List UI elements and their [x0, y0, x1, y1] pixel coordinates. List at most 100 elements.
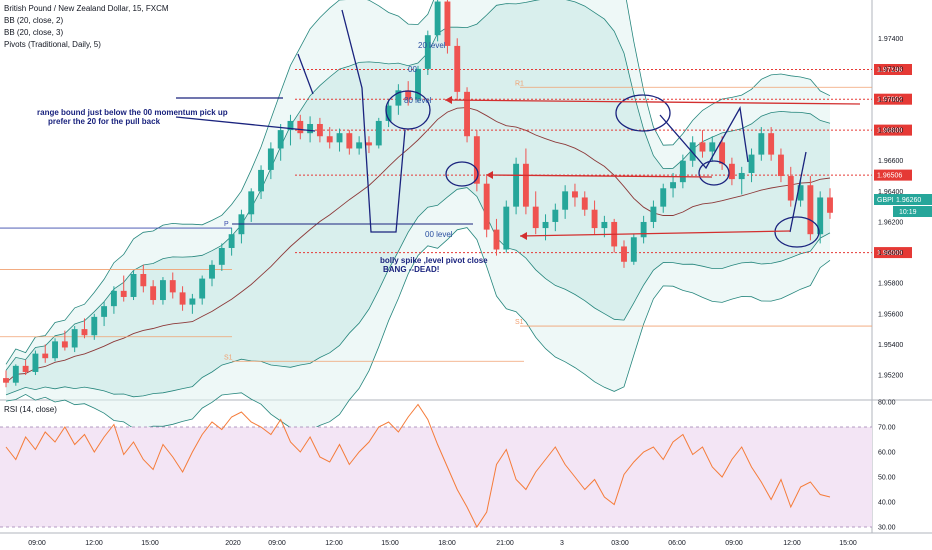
candle-body	[218, 247, 225, 265]
arrow	[341, 9, 406, 233]
annotation-80-level: 80 level	[404, 96, 432, 105]
last-price: 1.96260	[896, 197, 921, 204]
candle-body	[591, 209, 598, 229]
candle-body	[483, 183, 490, 230]
red-arrow-head	[520, 232, 527, 240]
candle-body	[630, 237, 637, 262]
candle-body	[679, 160, 686, 183]
candle-body	[454, 45, 461, 92]
annotation-00-level: 00 level	[425, 230, 453, 239]
candle-body	[444, 1, 451, 46]
candle-body	[22, 365, 29, 372]
candle-body	[778, 154, 784, 177]
candle-body	[670, 182, 676, 189]
axes: 1.97400 1.97200 1.97000 1.96800 1.96600 1.964…	[28, 36, 903, 547]
bb3-upper	[5, 0, 831, 365]
candle-body	[267, 148, 274, 170]
red-arrow-head	[445, 96, 452, 104]
candle-body	[277, 130, 284, 149]
candle-body	[71, 329, 78, 348]
annotation-bolly-spike: bolly spike ,level pivot close	[380, 256, 488, 265]
candle-body	[424, 35, 431, 69]
annotation-20-level: 20 level	[418, 41, 446, 50]
time-tick-7: 18:00	[438, 540, 456, 547]
candle-body	[581, 197, 588, 210]
candle-body	[140, 274, 147, 287]
annotation-range-bound: range bound just below the 00 momentum p…	[37, 108, 228, 117]
price-tick-6: 1.96200	[878, 219, 903, 226]
candle-body	[366, 142, 372, 146]
candle-body	[552, 209, 559, 222]
candle-body	[316, 123, 323, 137]
time-tick-6: 15:00	[381, 540, 399, 547]
circle-marker	[445, 161, 479, 187]
candle-body	[91, 316, 98, 336]
red-arrow	[444, 99, 861, 105]
candle-body	[160, 280, 166, 301]
level-label-1: 1.97002	[877, 97, 902, 104]
symbol-title: British Pound / New Zealand Dollar, 15, …	[4, 4, 169, 13]
candle-body	[307, 123, 314, 134]
price-tick-0: 1.97400	[878, 36, 903, 43]
candle-body	[513, 163, 520, 207]
horizontal-levels: 1.97196 1.97002 1.96800 1.96506 1.96000	[295, 63, 912, 259]
candle-body	[179, 292, 186, 305]
indicator-bb-2: BB (20, close, 2)	[4, 16, 63, 25]
price-tick-4: 1.96600	[878, 158, 903, 165]
annotations: 20 level 00 80 level 00 level range boun…	[37, 41, 488, 274]
circle-marker	[385, 90, 431, 130]
time-tick-11: 06:00	[668, 540, 686, 547]
candle-body	[375, 120, 382, 146]
annotation-pull-back: prefer the 20 for the pull back	[48, 117, 161, 126]
candle-body	[719, 142, 726, 164]
circle-marker	[774, 216, 820, 248]
rsi-tick-3: 50.00	[878, 475, 896, 482]
candlestick-series	[3, 0, 833, 388]
candle-body	[728, 163, 735, 180]
price-tick-7: 1.96000	[878, 250, 903, 257]
price-tick-5: 1.96400	[878, 189, 903, 196]
candle-body	[297, 120, 304, 134]
candle-body	[827, 197, 833, 213]
candle-body	[532, 206, 539, 229]
time-tick-2: 15:00	[141, 540, 159, 547]
candle-body	[797, 185, 804, 201]
candle-body	[189, 298, 196, 305]
candle-body	[542, 221, 549, 229]
price-tick-2: 1.97000	[878, 97, 903, 104]
time-tick-4: 09:00	[268, 540, 286, 547]
candle-body	[572, 191, 578, 198]
rsi-title: RSI (14, close)	[4, 405, 57, 414]
pivot-levels: R1 P S1 S1	[0, 80, 872, 362]
candle-body	[405, 90, 412, 100]
rsi-tick-1: 70.00	[878, 425, 896, 432]
candle-body	[650, 206, 657, 222]
candle-body	[287, 120, 294, 131]
pivot-label-3: S1	[224, 354, 233, 361]
candle-body	[758, 133, 765, 155]
rsi-pane	[0, 403, 872, 529]
time-tick-14: 15:00	[839, 540, 857, 547]
price-tick-3: 1.96800	[878, 128, 903, 135]
level-label-2: 1.96800	[877, 128, 902, 135]
candle-body	[81, 329, 88, 336]
candle-body	[326, 136, 333, 143]
candle-body	[346, 133, 353, 149]
candle-body	[130, 274, 137, 297]
annotation-bang: BANG --DEAD!	[383, 265, 439, 274]
candle-body	[807, 185, 814, 235]
pivot-label-1: P	[224, 221, 229, 228]
last-price-tag: GBPNZD 1.96260 10:19	[874, 194, 932, 217]
candle-body	[473, 136, 480, 184]
candle-body	[12, 365, 19, 383]
red-arrow	[519, 230, 791, 237]
candle-body	[709, 142, 716, 152]
rsi-band	[0, 427, 872, 527]
level-tag-0	[874, 63, 912, 75]
arrow	[297, 53, 314, 95]
price-tick-8: 1.95800	[878, 281, 903, 288]
level-label-0: 1.97196	[877, 67, 902, 74]
candle-body	[258, 169, 264, 192]
symbol-tag: GBPNZD	[877, 197, 906, 204]
